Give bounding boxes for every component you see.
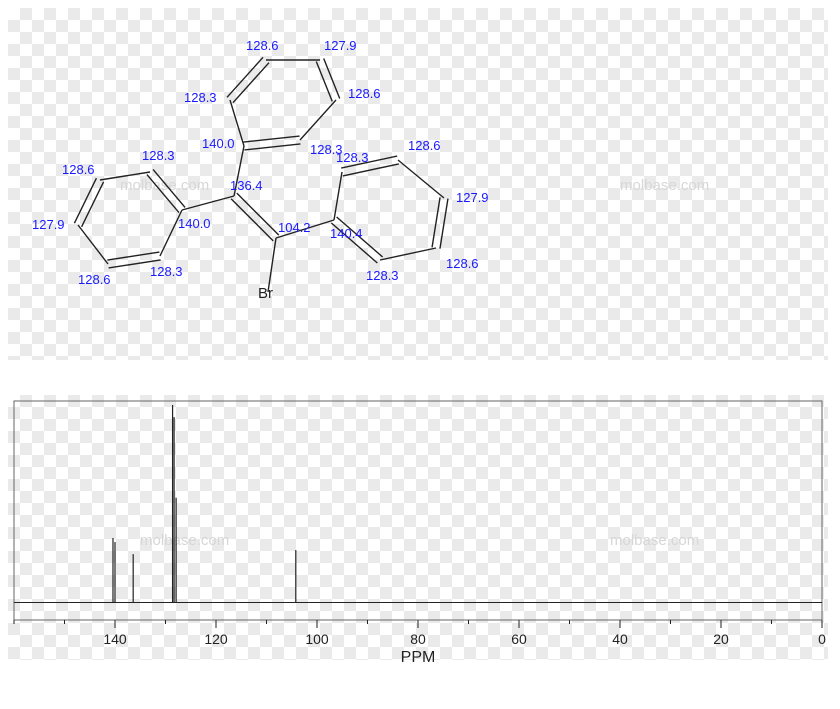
x-tick-label: 60 <box>511 631 527 647</box>
chemical-shift-label: 104.2 <box>278 220 311 235</box>
bond <box>324 59 340 99</box>
watermark: molbase.com <box>610 532 699 549</box>
chemical-shift-label: 128.6 <box>446 256 479 271</box>
spectrum-frame <box>14 401 822 620</box>
chemical-shift-label: 128.6 <box>246 38 279 53</box>
chemical-shift-label: 128.6 <box>78 272 111 287</box>
x-tick-label: 80 <box>410 631 426 647</box>
figure-svg: molbase.com molbase.com 127.9 128.6 128.3 140… <box>0 0 840 709</box>
chemical-shift-label: 127.9 <box>324 38 357 53</box>
atom-label: Br <box>258 285 273 302</box>
x-tick-label: 140 <box>103 631 127 647</box>
watermark: molbase.com <box>620 177 709 194</box>
chemical-shift-label: 128.6 <box>348 86 381 101</box>
chemical-shift-label: 128.3 <box>366 268 399 283</box>
x-tick-label: 20 <box>713 631 729 647</box>
bond <box>182 196 234 210</box>
watermark: molbase.com <box>140 532 229 549</box>
bond <box>300 100 336 140</box>
chemical-shift-label: 128.3 <box>142 148 175 163</box>
x-tick-label: 40 <box>612 631 628 647</box>
bond <box>244 144 300 150</box>
bond <box>316 61 332 101</box>
chemical-shift-label: 140.0 <box>178 216 211 231</box>
bond <box>107 252 159 260</box>
bond <box>82 182 104 227</box>
bond <box>432 197 440 247</box>
bond <box>398 160 444 198</box>
chemical-shift-label: 140.4 <box>330 226 363 241</box>
chemical-shift-label: 136.4 <box>230 178 263 193</box>
bond <box>74 178 96 223</box>
x-tick-label: 0 <box>818 631 826 647</box>
bond <box>231 199 273 241</box>
bond <box>237 193 279 235</box>
bond <box>78 225 108 264</box>
bond <box>233 63 269 103</box>
chemical-shift-label: 128.6 <box>62 162 95 177</box>
bond <box>244 136 300 142</box>
watermark: molbase.com <box>120 177 209 194</box>
chemical-shift-label: 128.3 <box>150 264 183 279</box>
chemical-shift-label: 128.3 <box>184 90 217 105</box>
bond <box>227 57 263 97</box>
chemical-shift-label: 140.0 <box>202 136 235 151</box>
bond <box>380 248 436 260</box>
x-tick-label: 100 <box>305 631 329 647</box>
chemical-shift-label: 128.3 <box>336 150 369 165</box>
chemical-shift-label: 128.6 <box>408 138 441 153</box>
bond <box>440 199 448 249</box>
bond <box>268 238 276 292</box>
x-tick-label: 120 <box>204 631 228 647</box>
bond <box>334 172 342 220</box>
chemical-shift-label: 127.9 <box>456 190 489 205</box>
chemical-shift-label: 127.9 <box>32 217 65 232</box>
x-axis-label: PPM <box>401 649 436 666</box>
